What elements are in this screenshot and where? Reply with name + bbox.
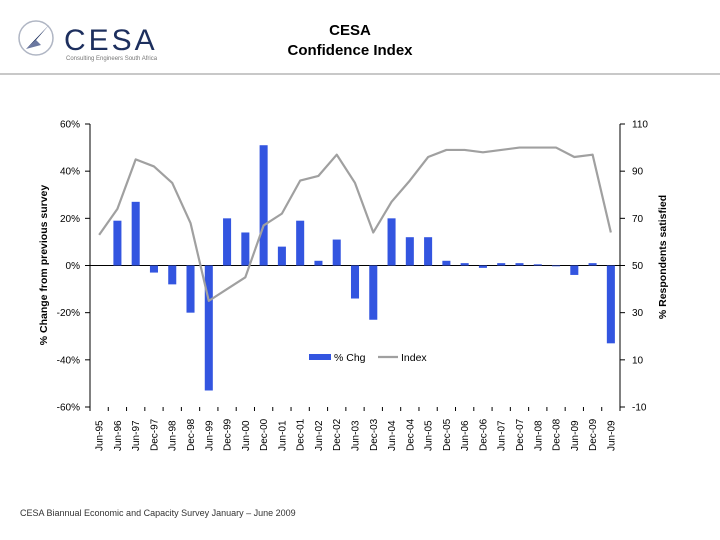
x-tick-label: Dec-09 <box>588 418 599 451</box>
x-tick-label: Dec-99 <box>223 418 234 451</box>
left-axis-title: % Change from previous survey <box>38 185 50 346</box>
legend-chg-label: % Chg <box>334 352 366 364</box>
chg-bar <box>369 265 378 320</box>
chg-bar <box>533 264 542 266</box>
x-tick-label: Dec-07 <box>515 418 526 451</box>
chg-bar <box>497 263 506 266</box>
x-tick-label: Jun-99 <box>204 420 215 451</box>
chg-bar <box>277 246 286 266</box>
page-subtitle: Confidence Index <box>287 42 413 59</box>
chg-bar <box>149 265 158 273</box>
right-axis-title: % Respondents satisfied <box>657 195 669 319</box>
x-tick-label: Dec-03 <box>369 418 380 451</box>
logo-tagline: Consulting Engineers South Africa <box>66 56 158 62</box>
x-tick-label: Jun-02 <box>314 420 325 451</box>
left-tick-label: -20% <box>57 308 80 319</box>
chg-bar <box>588 263 597 266</box>
chg-bar <box>204 265 213 391</box>
chg-bar <box>424 237 433 266</box>
page-title: CESA <box>329 22 371 39</box>
header-divider <box>0 73 720 75</box>
footer-note: CESA Biannual Economic and Capacity Surv… <box>20 508 296 518</box>
left-tick-label: -40% <box>57 355 80 366</box>
logo-wordmark: CESA <box>64 24 158 57</box>
legend-chg-swatch <box>309 354 331 360</box>
x-tick-label: Jun-05 <box>424 420 435 451</box>
chg-bar <box>460 263 469 266</box>
x-tick-label: Dec-04 <box>405 418 416 451</box>
chg-bar <box>131 201 140 266</box>
index-line <box>98 146 612 302</box>
x-tick-label: Jun-06 <box>460 420 471 451</box>
x-tick-label: Dec-06 <box>478 418 489 451</box>
chg-bar <box>515 263 524 266</box>
cesa-logo: CESA Consulting Engineers South Africa <box>16 16 157 68</box>
left-tick-label: 0% <box>66 261 81 272</box>
x-tick-label: Dec-00 <box>259 418 270 451</box>
bar-series <box>113 145 615 391</box>
legend-index-label: Index <box>401 352 427 364</box>
x-tick-label: Dec-05 <box>442 418 453 451</box>
left-tick-label: -60% <box>57 403 80 414</box>
chg-bar <box>606 265 615 344</box>
chart-legend: % Chg Index <box>309 352 427 364</box>
chg-bar <box>223 218 232 266</box>
x-tick-label: Jun-08 <box>533 420 544 451</box>
chg-bar <box>314 260 323 266</box>
right-tick-label: 90 <box>632 167 644 178</box>
left-tick-label: 60% <box>60 120 80 131</box>
x-tick-label: Jun-09 <box>570 420 581 451</box>
right-tick-label: -10 <box>632 403 647 414</box>
x-tick-label: Jun-01 <box>277 420 288 451</box>
chg-bar <box>478 265 487 268</box>
chg-bar <box>570 265 579 275</box>
right-tick-label: 70 <box>632 214 644 225</box>
x-tick-label: Jun-03 <box>351 420 362 451</box>
x-tick-label: Dec-08 <box>552 418 563 451</box>
x-tick-label: Dec-98 <box>186 418 197 451</box>
chg-bar <box>405 237 414 266</box>
chg-bar <box>442 260 451 266</box>
x-tick-label: Jun-09 <box>606 420 617 451</box>
chg-bar <box>296 220 305 266</box>
x-tick-label: Jun-98 <box>168 420 179 451</box>
chg-bar <box>350 265 360 299</box>
x-tick-label: Jun-04 <box>387 420 398 451</box>
left-tick-label: 20% <box>60 214 80 225</box>
x-tick-label: Dec-02 <box>332 418 343 451</box>
x-tick-label: Dec-97 <box>149 418 160 451</box>
chg-bar <box>387 218 396 266</box>
x-tick-label: Jun-97 <box>131 420 142 451</box>
tick-labels: 60% 40% 20% 0% -20% -40% -60% 110 90 70 50 30 10 -10%… <box>38 120 669 452</box>
chg-bar <box>552 265 561 267</box>
chg-bar <box>186 265 195 313</box>
chg-bar <box>332 239 341 266</box>
right-tick-label: 10 <box>632 355 644 366</box>
chg-bar <box>168 265 177 285</box>
x-tick-label: Jun-96 <box>113 420 124 451</box>
index-line-series <box>98 146 612 302</box>
x-tick-label: Jun-07 <box>497 420 508 451</box>
chg-bar <box>113 220 122 266</box>
right-tick-label: 110 <box>632 120 648 131</box>
left-tick-label: 40% <box>60 167 80 178</box>
x-tick-label: Dec-01 <box>296 418 307 451</box>
chg-bar <box>259 145 268 266</box>
chg-bar <box>241 232 250 266</box>
x-tick-label: Jun-95 <box>95 420 106 451</box>
right-tick-label: 30 <box>632 308 644 319</box>
x-tick-label: Jun-00 <box>241 420 252 451</box>
compass-emblem-icon <box>18 20 54 56</box>
right-tick-label: 50 <box>632 261 644 272</box>
